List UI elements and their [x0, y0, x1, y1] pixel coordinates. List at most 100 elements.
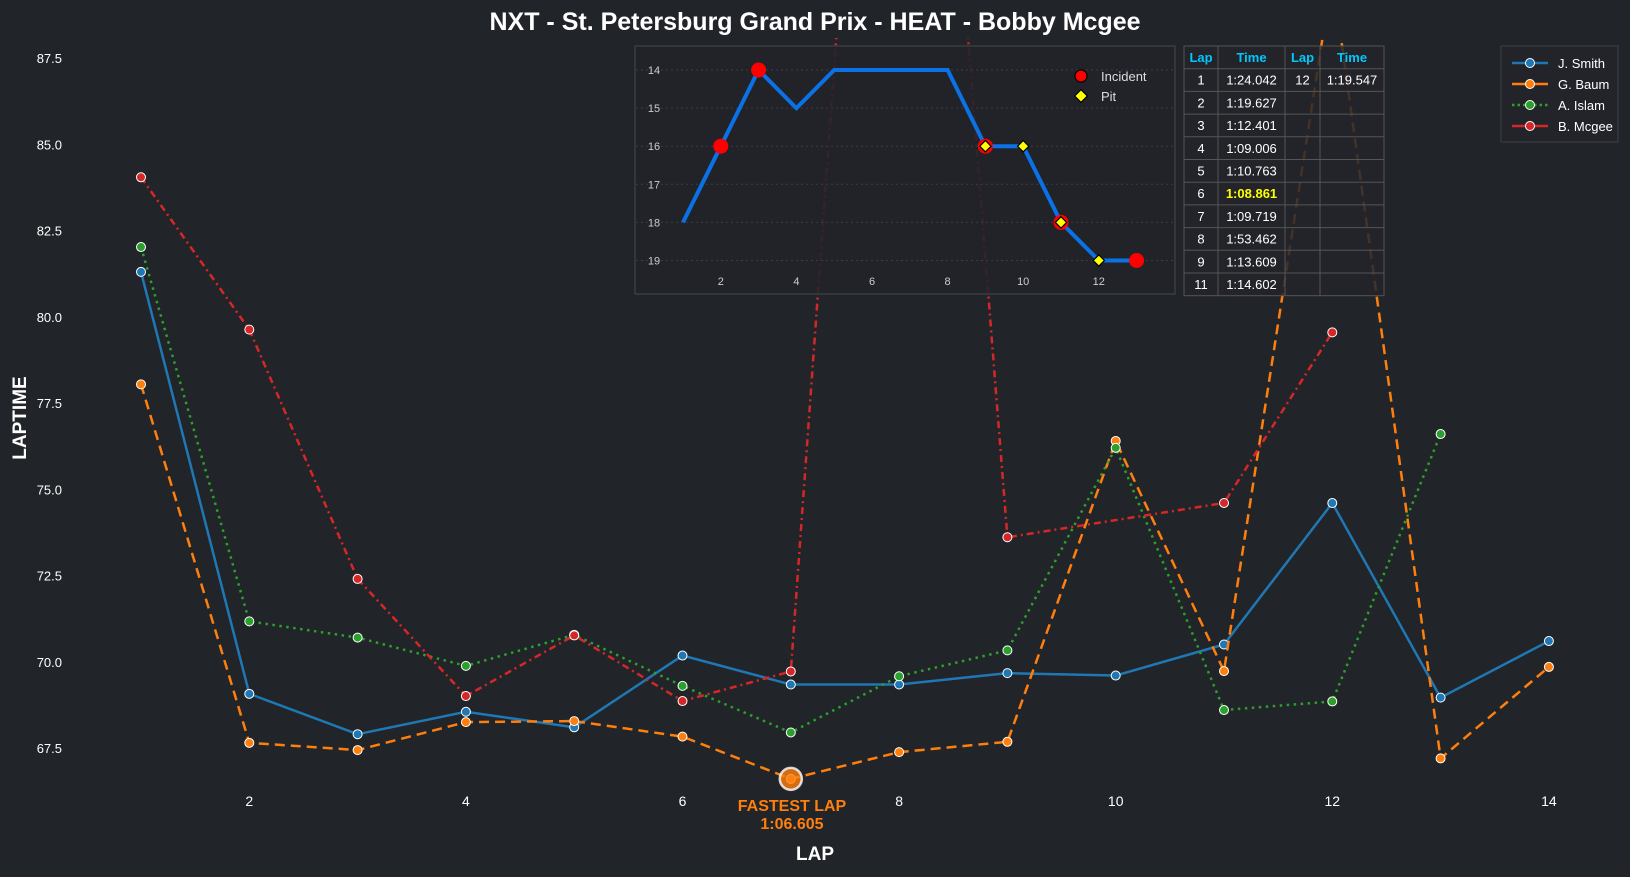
incident-marker — [1129, 253, 1145, 268]
inset-x-tick-label: 10 — [1017, 276, 1029, 288]
legend-marker — [1525, 100, 1535, 110]
data-point — [244, 688, 255, 699]
table-cell: 6 — [1197, 186, 1204, 201]
inset-x-tick-label: 8 — [945, 276, 951, 288]
legend-marker — [1525, 79, 1535, 89]
position-inset-chart: 14 15 16 17 18 19 2 4 6 8 10 12 Incident Pit — [634, 45, 1176, 295]
data-point — [1327, 696, 1338, 707]
legend-label: A. Islam — [1558, 98, 1605, 113]
data-point — [244, 737, 255, 748]
data-point — [1002, 736, 1013, 747]
table-cell: 1:19.547 — [1327, 73, 1378, 88]
data-point — [1435, 692, 1446, 703]
inset-x-tick-label: 12 — [1093, 276, 1105, 288]
data-point — [677, 650, 688, 661]
legend-label: J. Smith — [1558, 56, 1605, 71]
data-point — [1219, 705, 1229, 716]
y-tick-label: 80.0 — [37, 310, 62, 325]
data-point — [460, 691, 471, 702]
data-point — [244, 616, 255, 627]
table-cell: 1 — [1197, 73, 1204, 88]
inset-y-tick-label: 18 — [648, 217, 660, 229]
data-point — [136, 242, 146, 253]
table-cell: 4 — [1197, 141, 1204, 156]
table-cell: 5 — [1197, 164, 1204, 179]
table-cell: 1:14.602 — [1226, 277, 1277, 292]
data-point — [1435, 753, 1446, 764]
table-header: Time — [1337, 50, 1367, 65]
data-point — [785, 727, 796, 738]
table-cell: 1:10.763 — [1226, 164, 1277, 179]
data-point — [1002, 645, 1013, 656]
data-point — [136, 266, 146, 277]
data-point — [1327, 327, 1338, 338]
legend-marker — [1525, 58, 1535, 68]
data-point — [244, 324, 255, 335]
data-point — [352, 729, 363, 740]
table-header: Lap — [1189, 50, 1212, 65]
y-tick-label: 77.5 — [37, 396, 62, 411]
x-tick-label: 14 — [1541, 793, 1557, 809]
data-point — [1219, 497, 1229, 508]
y-tick-label: 75.0 — [37, 482, 62, 497]
data-point — [1002, 532, 1013, 543]
table-cell: 1:09.006 — [1226, 141, 1277, 156]
data-point — [460, 717, 471, 728]
legend: J. Smith G. Baum A. Islam B. Mcgee — [1500, 45, 1619, 143]
pit-marker — [1016, 139, 1030, 153]
fastest-lap-label: FASTEST LAP — [738, 798, 847, 815]
data-point — [1110, 442, 1121, 453]
inset-y-tick-label: 14 — [648, 65, 660, 77]
x-tick-label: 6 — [679, 793, 687, 809]
incident-marker — [751, 62, 767, 78]
legend-label: G. Baum — [1558, 77, 1609, 92]
data-point — [894, 747, 905, 758]
data-point — [352, 745, 363, 756]
y-axis-label: LAPTIME — [10, 376, 31, 459]
x-tick-label: 10 — [1108, 793, 1124, 809]
series-line-j-smith — [139, 271, 1550, 736]
y-tick-label: 70.0 — [37, 655, 62, 670]
lap-times-table: Lap Time Lap Time 1 1:24.042 12 1:19.547 2 1:19.6… — [1183, 45, 1385, 297]
data-point — [785, 679, 796, 690]
data-point — [1002, 668, 1013, 679]
y-tick-label: 67.5 — [37, 741, 62, 756]
inset-legend: Incident Pit — [1073, 69, 1147, 104]
data-point — [677, 696, 688, 707]
inset-x-tick-label: 2 — [718, 276, 724, 288]
table-cell: 1:19.627 — [1226, 95, 1277, 110]
table-cell: 1:08.861 — [1226, 186, 1277, 201]
data-point — [1435, 429, 1446, 440]
table-header: Lap — [1291, 50, 1314, 65]
incident-legend-label: Incident — [1101, 69, 1147, 84]
data-point — [136, 379, 146, 390]
inset-x-tick-label: 6 — [869, 276, 875, 288]
data-point — [1543, 636, 1554, 647]
y-tick-label: 72.5 — [37, 569, 62, 584]
legend-marker — [1525, 121, 1535, 131]
data-point — [569, 630, 580, 641]
table-cell: 7 — [1197, 209, 1204, 224]
data-point — [1543, 661, 1554, 672]
table-cell: 3 — [1197, 118, 1204, 133]
x-tick-label: 8 — [895, 793, 903, 809]
data-point — [1219, 666, 1229, 677]
table-cell: 11 — [1194, 277, 1208, 292]
inset-background — [634, 45, 1176, 295]
table-cell: 9 — [1197, 254, 1204, 269]
pit-marker — [1054, 215, 1068, 229]
table-cell: 1:53.462 — [1226, 232, 1277, 247]
inset-y-tick-label: 17 — [648, 179, 660, 191]
series-lines — [136, 38, 1554, 784]
data-point — [677, 680, 688, 691]
fastest-lap-time: 1:06.605 — [760, 816, 823, 833]
pit-legend-label: Pit — [1101, 89, 1117, 104]
table-cell: 2 — [1197, 95, 1204, 110]
x-tick-labels: 2 4 6 8 10 12 14 — [245, 793, 1556, 809]
pit-legend-marker — [1073, 88, 1089, 104]
fastest-lap-marker — [778, 766, 804, 792]
table-cell: 1:12.401 — [1226, 118, 1277, 133]
table-cell: 8 — [1197, 232, 1204, 247]
table-cell: 1:13.609 — [1226, 254, 1277, 269]
y-tick-label: 85.0 — [37, 137, 62, 152]
